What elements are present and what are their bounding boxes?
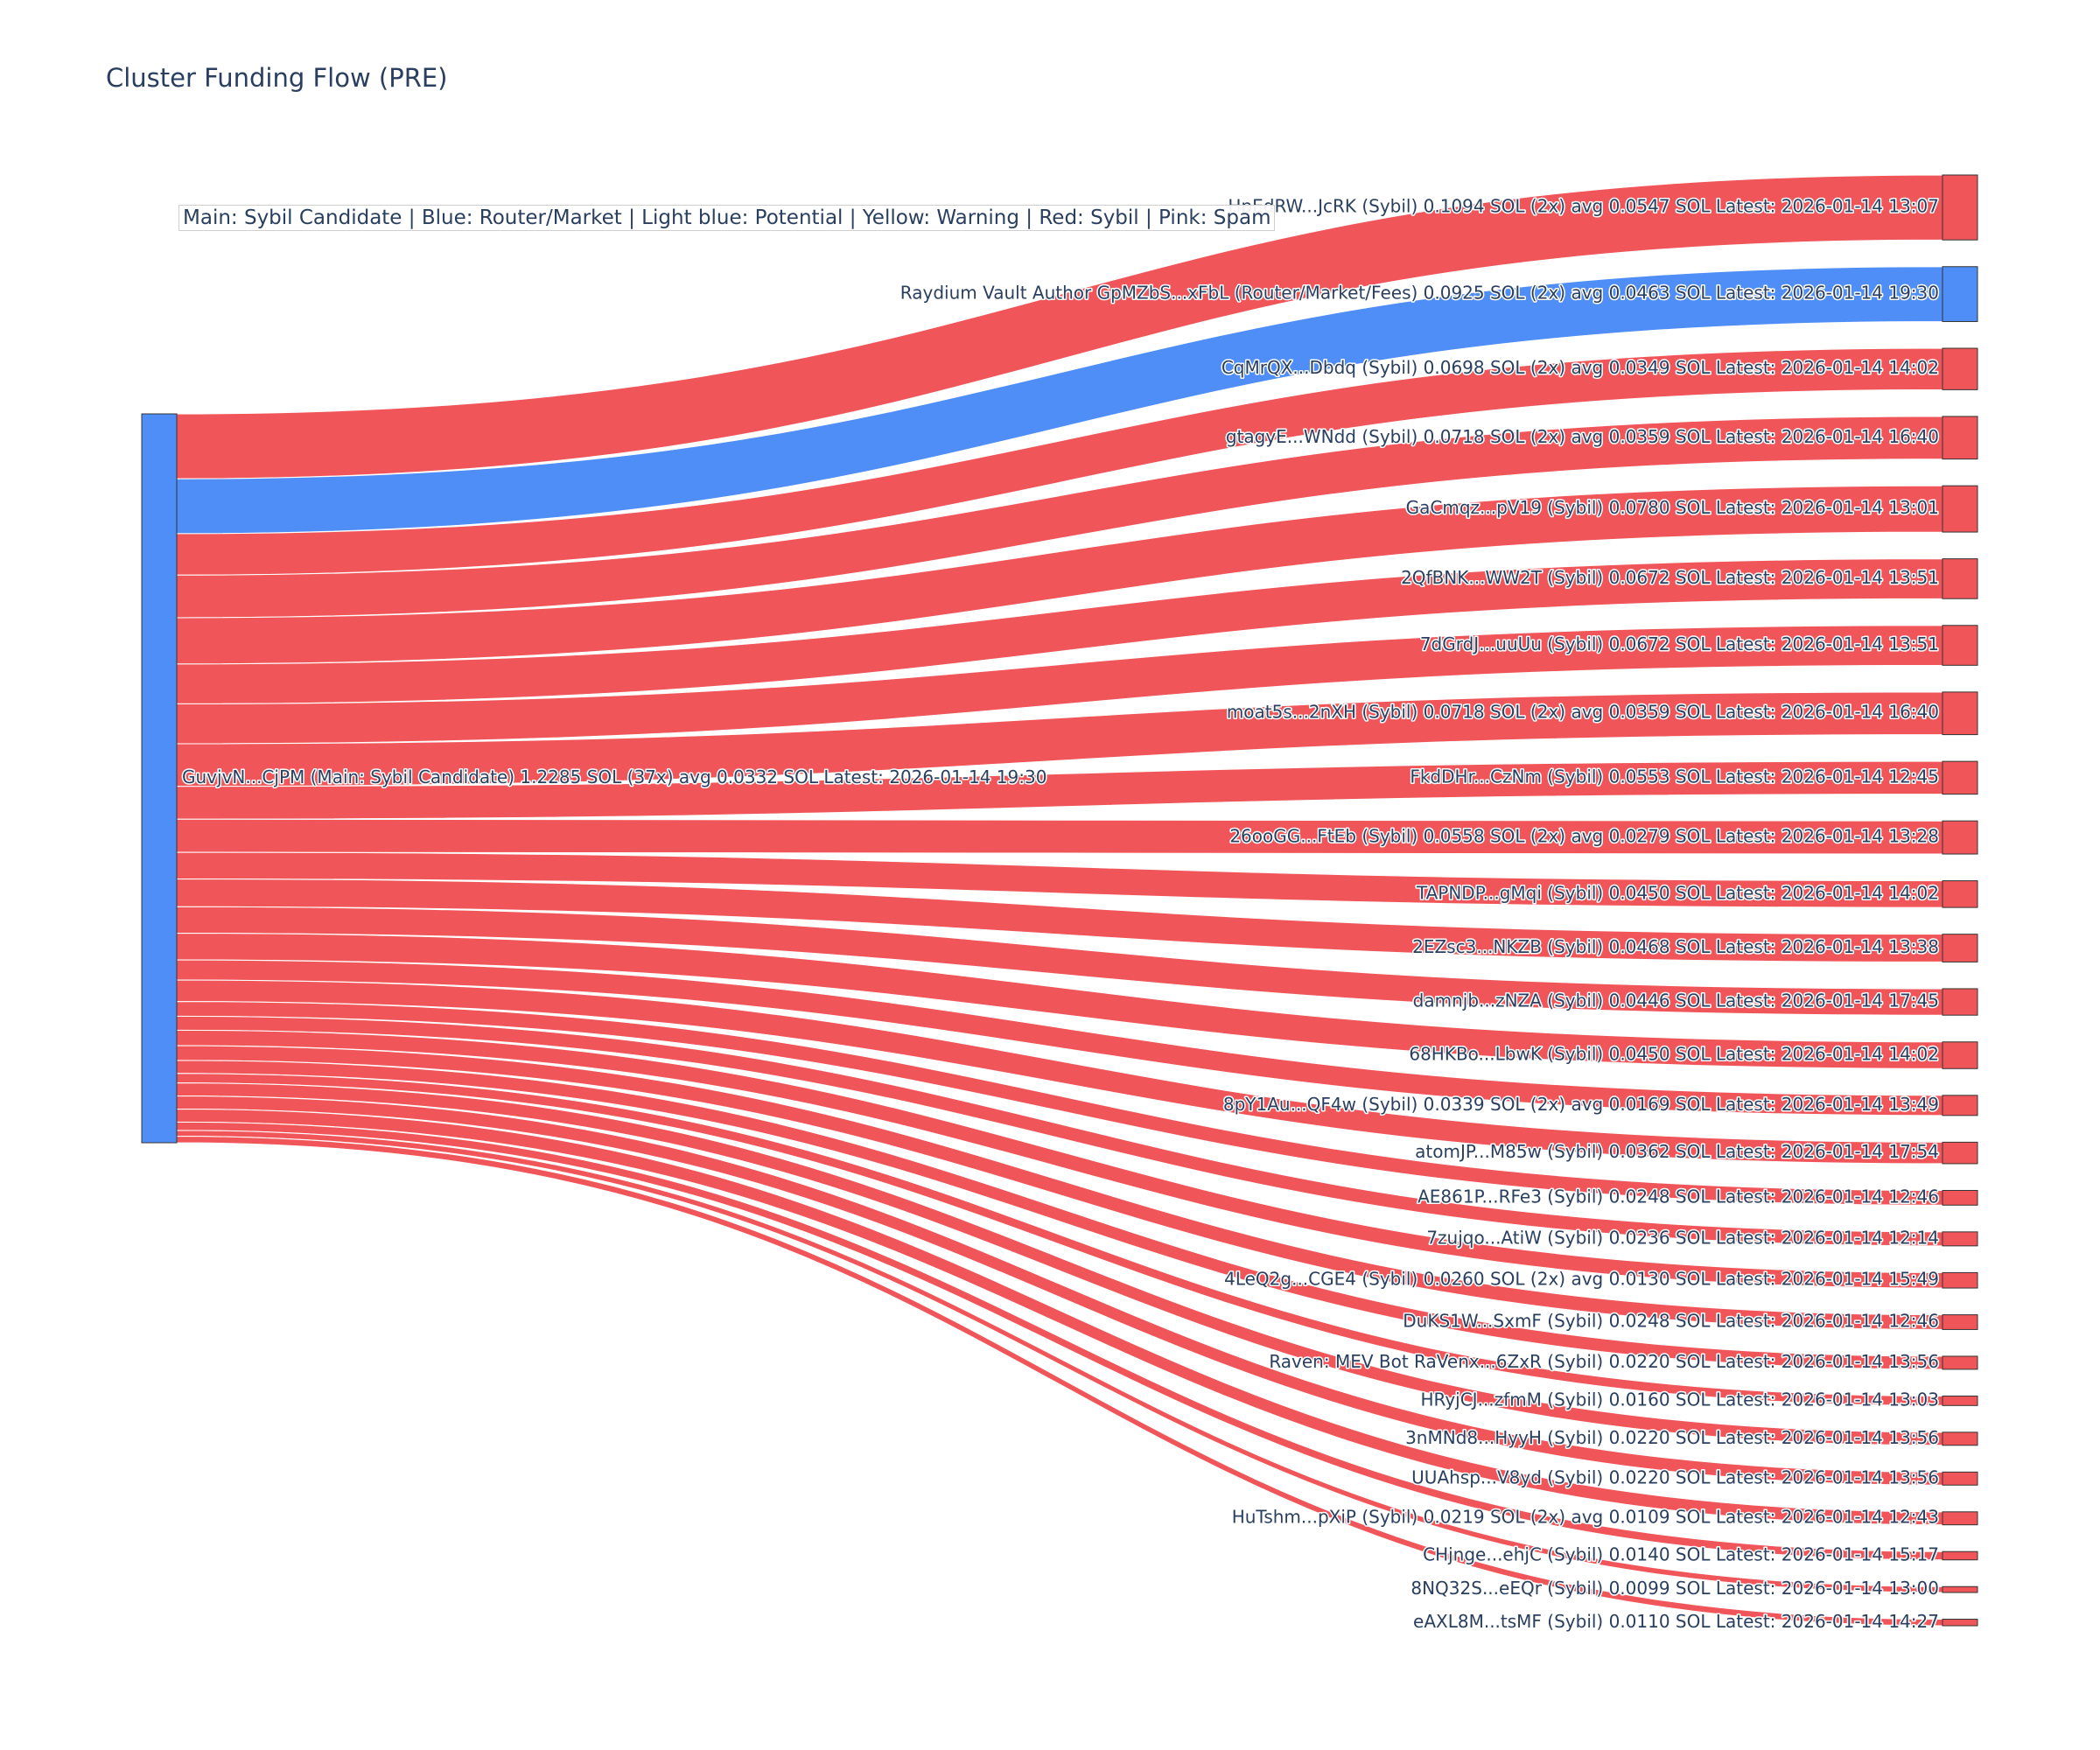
target-label-18: 4LeQ2g...CGE4 (Sybil) 0.0260 SOL (2x) av… — [1224, 1269, 1939, 1290]
target-label-6: 7dGrdJ...uuUu (Sybil) 0.0672 SOL Latest:… — [1420, 634, 1939, 654]
target-node-19[interactable] — [1942, 1314, 1978, 1330]
source-node[interactable] — [141, 413, 178, 1144]
sankey-labels: HpEdRW...JcRK (Sybil) 0.1094 SOL (2x) av… — [181, 194, 1941, 1633]
target-label-14: 8pY1Au...QF4w (Sybil) 0.0339 SOL (2x) av… — [1223, 1094, 1939, 1115]
target-label-26: 8NQ32S...eEQr (Sybil) 0.0099 SOL Latest:… — [1410, 1578, 1939, 1599]
sankey-nodes — [141, 174, 1978, 1627]
target-label-13: 68HKBo...LbwK (Sybil) 0.0450 SOL Latest:… — [1409, 1044, 1939, 1065]
legend-note: Main: Sybil Candidate | Blue: Router/Mar… — [178, 205, 1276, 231]
target-label-4: GaCmqz...pV19 (Sybil) 0.0780 SOL Latest:… — [1406, 497, 1939, 518]
sankey-links — [176, 174, 1943, 1627]
target-label-19: DuKS1W...SxmF (Sybil) 0.0248 SOL Latest:… — [1403, 1311, 1939, 1332]
target-label-17: 7zujqo...AtiW (Sybil) 0.0236 SOL Latest:… — [1426, 1227, 1939, 1248]
target-label-15: atomJP...M85w (Sybil) 0.0362 SOL Latest:… — [1415, 1141, 1939, 1162]
target-label-12: damnjb...zNZA (Sybil) 0.0446 SOL Latest:… — [1413, 990, 1939, 1012]
target-label-22: 3nMNd8...HyyH (Sybil) 0.0220 SOL Latest:… — [1405, 1427, 1939, 1448]
target-node-4[interactable] — [1942, 485, 1978, 533]
target-node-10[interactable] — [1942, 880, 1978, 908]
target-node-23[interactable] — [1942, 1471, 1978, 1486]
target-node-2[interactable] — [1942, 347, 1978, 390]
target-node-24[interactable] — [1942, 1511, 1978, 1526]
target-node-17[interactable] — [1942, 1231, 1978, 1247]
target-label-0: HpEdRW...JcRK (Sybil) 0.1094 SOL (2x) av… — [1228, 196, 1939, 217]
target-node-27[interactable] — [1942, 1619, 1978, 1627]
target-node-20[interactable] — [1942, 1355, 1978, 1370]
target-node-26[interactable] — [1942, 1586, 1978, 1593]
target-label-2: CqMrQX...Dbdq (Sybil) 0.0698 SOL (2x) av… — [1222, 357, 1939, 378]
target-label-20: Raven: MEV Bot RaVenx...6ZxR (Sybil) 0.0… — [1269, 1351, 1939, 1372]
target-node-11[interactable] — [1942, 934, 1978, 962]
target-node-12[interactable] — [1942, 988, 1978, 1016]
target-label-24: HuTshm...pXiP (Sybil) 0.0219 SOL (2x) av… — [1232, 1507, 1939, 1528]
target-node-15[interactable] — [1942, 1141, 1978, 1165]
target-node-21[interactable] — [1942, 1395, 1978, 1406]
target-node-1[interactable] — [1942, 266, 1978, 322]
target-label-7: moat5s...2nXH (Sybil) 0.0718 SOL (2x) av… — [1227, 702, 1939, 723]
target-node-22[interactable] — [1942, 1432, 1978, 1446]
chart-title: Cluster Funding Flow (PRE) — [106, 63, 448, 93]
target-node-13[interactable] — [1942, 1041, 1978, 1069]
target-node-6[interactable] — [1942, 625, 1978, 666]
target-label-9: 26ooGG...FtEb (Sybil) 0.0558 SOL (2x) av… — [1229, 826, 1939, 847]
target-label-3: gtagyE...WNdd (Sybil) 0.0718 SOL (2x) av… — [1226, 426, 1939, 447]
target-node-16[interactable] — [1942, 1189, 1978, 1206]
target-label-11: 2EZsc3...NKZB (Sybil) 0.0468 SOL Latest:… — [1412, 936, 1939, 957]
target-node-9[interactable] — [1942, 820, 1978, 855]
target-node-0[interactable] — [1942, 174, 1978, 241]
target-label-1: Raydium Vault Author GpMZbS...xFbL (Rout… — [900, 283, 1939, 304]
target-label-16: AE861P...RFe3 (Sybil) 0.0248 SOL Latest:… — [1418, 1186, 1939, 1207]
target-label-27: eAXL8M...tsMF (Sybil) 0.0110 SOL Latest:… — [1413, 1611, 1939, 1632]
target-node-25[interactable] — [1942, 1550, 1978, 1561]
target-label-25: CHjnge...ehjC (Sybil) 0.0140 SOL Latest:… — [1423, 1544, 1939, 1564]
target-node-14[interactable] — [1942, 1095, 1978, 1116]
target-label-21: HRyjCJ...zfmM (Sybil) 0.0160 SOL Latest:… — [1420, 1389, 1939, 1410]
target-label-8: FkdDHr...CzNm (Sybil) 0.0553 SOL Latest:… — [1410, 766, 1939, 787]
target-label-23: UUAhsp...V8yd (Sybil) 0.0220 SOL Latest:… — [1411, 1466, 1939, 1488]
target-label-5: 2QfBNK...WW2T (Sybil) 0.0672 SOL Latest:… — [1401, 567, 1939, 588]
target-node-3[interactable] — [1942, 416, 1978, 460]
target-node-5[interactable] — [1942, 558, 1978, 599]
target-node-8[interactable] — [1942, 760, 1978, 795]
target-node-7[interactable] — [1942, 691, 1978, 736]
target-node-18[interactable] — [1942, 1271, 1978, 1289]
source-label: GuvjvN...CjPM (Main: Sybil Candidate) 1.… — [182, 766, 1046, 788]
target-label-10: TAPNDP...gMqi (Sybil) 0.0450 SOL Latest:… — [1416, 882, 1939, 903]
